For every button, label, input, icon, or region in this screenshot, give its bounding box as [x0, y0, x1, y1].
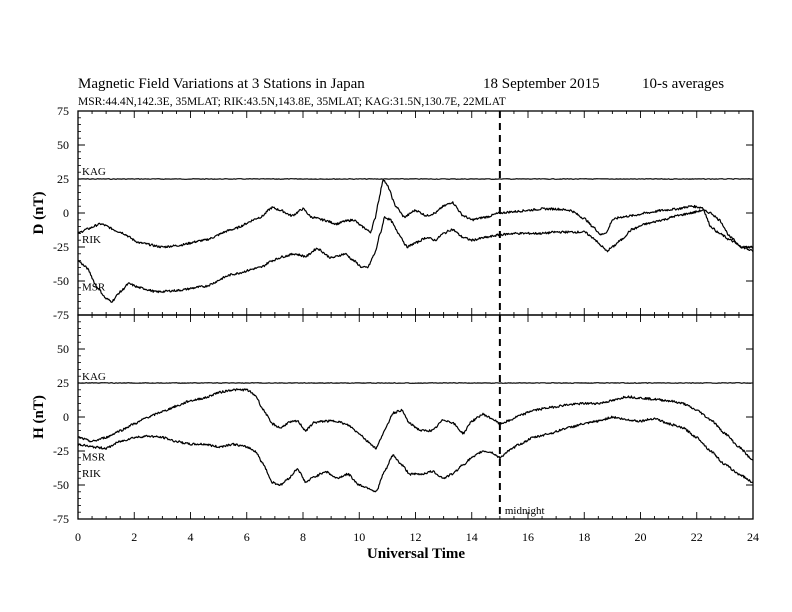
panel-d-ytick-label: -75 — [53, 308, 69, 322]
panel-h-series-msr — [77, 388, 754, 461]
panel-h-label-msr: MSR — [82, 452, 106, 464]
chart-averaging: 10-s averages — [642, 76, 724, 92]
panel-d-ytick-label: 50 — [57, 138, 69, 152]
x-tick-label: 6 — [244, 530, 250, 544]
panel-h-ytick-label: -25 — [53, 444, 69, 458]
chart-title: Magnetic Field Variations at 3 Stations … — [78, 76, 365, 92]
panel-d-ylabel: D (nT) — [31, 192, 47, 235]
x-tick-label: 14 — [466, 530, 478, 544]
x-tick-label: 16 — [522, 530, 534, 544]
panel-d-ytick-label: 25 — [57, 172, 69, 186]
stations-line: MSR:44.4N,142.3E, 35MLAT; RIK:43.5N,143.… — [78, 96, 506, 108]
x-tick-label: 24 — [747, 530, 759, 544]
panel-h-ytick-label: 25 — [57, 376, 69, 390]
panel-d-ytick-label: -25 — [53, 240, 69, 254]
panel-h-label-rik: RIK — [82, 468, 101, 480]
chart-date: 18 September 2015 — [483, 76, 600, 92]
panel-d-label-rik: RIK — [82, 234, 101, 246]
x-tick-label: 22 — [691, 530, 703, 544]
panel-h-ytick-label: -75 — [53, 512, 69, 526]
panel-d-series-msr — [77, 209, 754, 303]
panel-h-ytick-label: 0 — [63, 410, 69, 424]
panel-h-series-kag — [78, 382, 752, 384]
panel-h-frame — [77, 314, 754, 520]
x-tick-label: 20 — [635, 530, 647, 544]
panel-d-ytick-label: -50 — [53, 274, 69, 288]
panel-h-ytick-label: 50 — [57, 342, 69, 356]
panel-d-label-kag: KAG — [82, 166, 106, 178]
panel-d-ytick-label: 0 — [63, 206, 69, 220]
panel-d-series-kag — [78, 178, 752, 180]
panel-h-label-kag: KAG — [82, 371, 106, 383]
midnight-label: midnight — [505, 505, 545, 517]
x-tick-label: 18 — [578, 530, 590, 544]
panel-d-series-rik — [77, 179, 754, 249]
x-tick-label: 10 — [353, 530, 365, 544]
x-tick-label: 12 — [410, 530, 422, 544]
x-axis-label: Universal Time — [367, 546, 466, 562]
x-tick-label: 0 — [75, 530, 81, 544]
panel-d-ytick-label: 75 — [57, 104, 69, 118]
x-tick-label: 8 — [300, 530, 306, 544]
panel-d-label-msr: MSR — [82, 282, 106, 294]
panel-h-ylabel: H (nT) — [31, 395, 47, 439]
x-tick-label: 2 — [131, 530, 137, 544]
panel-h-series-rik — [77, 415, 754, 493]
x-tick-label: 4 — [188, 530, 194, 544]
panel-h-ytick-label: -50 — [53, 478, 69, 492]
